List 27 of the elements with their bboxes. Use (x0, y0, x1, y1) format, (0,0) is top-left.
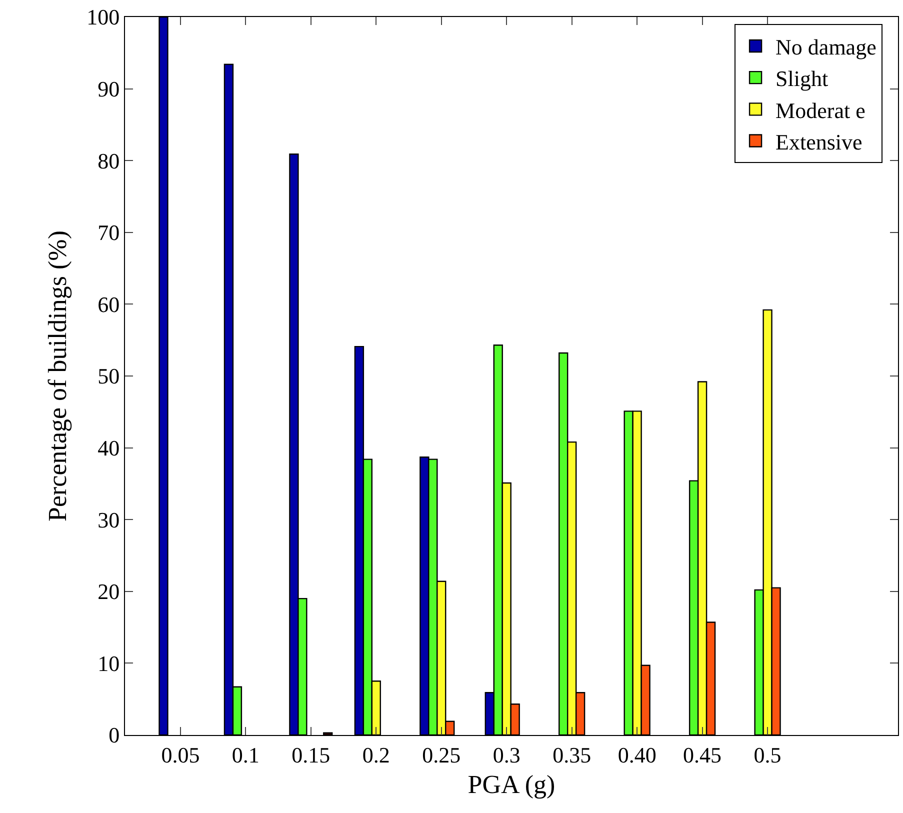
x-tick-label: 0.40 (618, 742, 656, 768)
y-tick-label: 100 (86, 4, 120, 30)
legend-label: Moderat e (776, 98, 866, 123)
x-tick-label: 0.15 (292, 742, 330, 768)
x-tick-label: 0.05 (161, 742, 200, 768)
y-tick-label: 50 (98, 364, 120, 389)
legend-label: Slight (776, 66, 828, 92)
x-tick-label: 0.5 (754, 742, 782, 768)
y-tick-label: 70 (98, 220, 120, 246)
legend-label: No damage (776, 34, 876, 60)
y-tick-label: 20 (98, 579, 120, 604)
y-tick-label: 0 (108, 722, 120, 748)
x-tick-label: 0.45 (683, 742, 722, 768)
y-tick-label: 40 (98, 436, 120, 460)
y-tick-label: 60 (98, 292, 120, 317)
y-axis-title: Percentage of buildings (%) (43, 230, 72, 522)
x-tick-label: 0.25 (422, 742, 461, 768)
y-tick-label: 90 (98, 76, 120, 102)
x-tick-label: 0.2 (362, 742, 390, 768)
x-tick-label: 0.35 (552, 742, 592, 768)
x-tick-label: 0.3 (492, 742, 520, 768)
y-tick-label: 80 (98, 148, 120, 174)
legend-label: Extensive (776, 129, 862, 154)
x-tick-label: 0.1 (232, 742, 260, 768)
y-tick-label: 10 (98, 650, 120, 676)
y-tick-label: 30 (98, 507, 120, 532)
x-axis-title: PGA (g) (468, 770, 556, 800)
